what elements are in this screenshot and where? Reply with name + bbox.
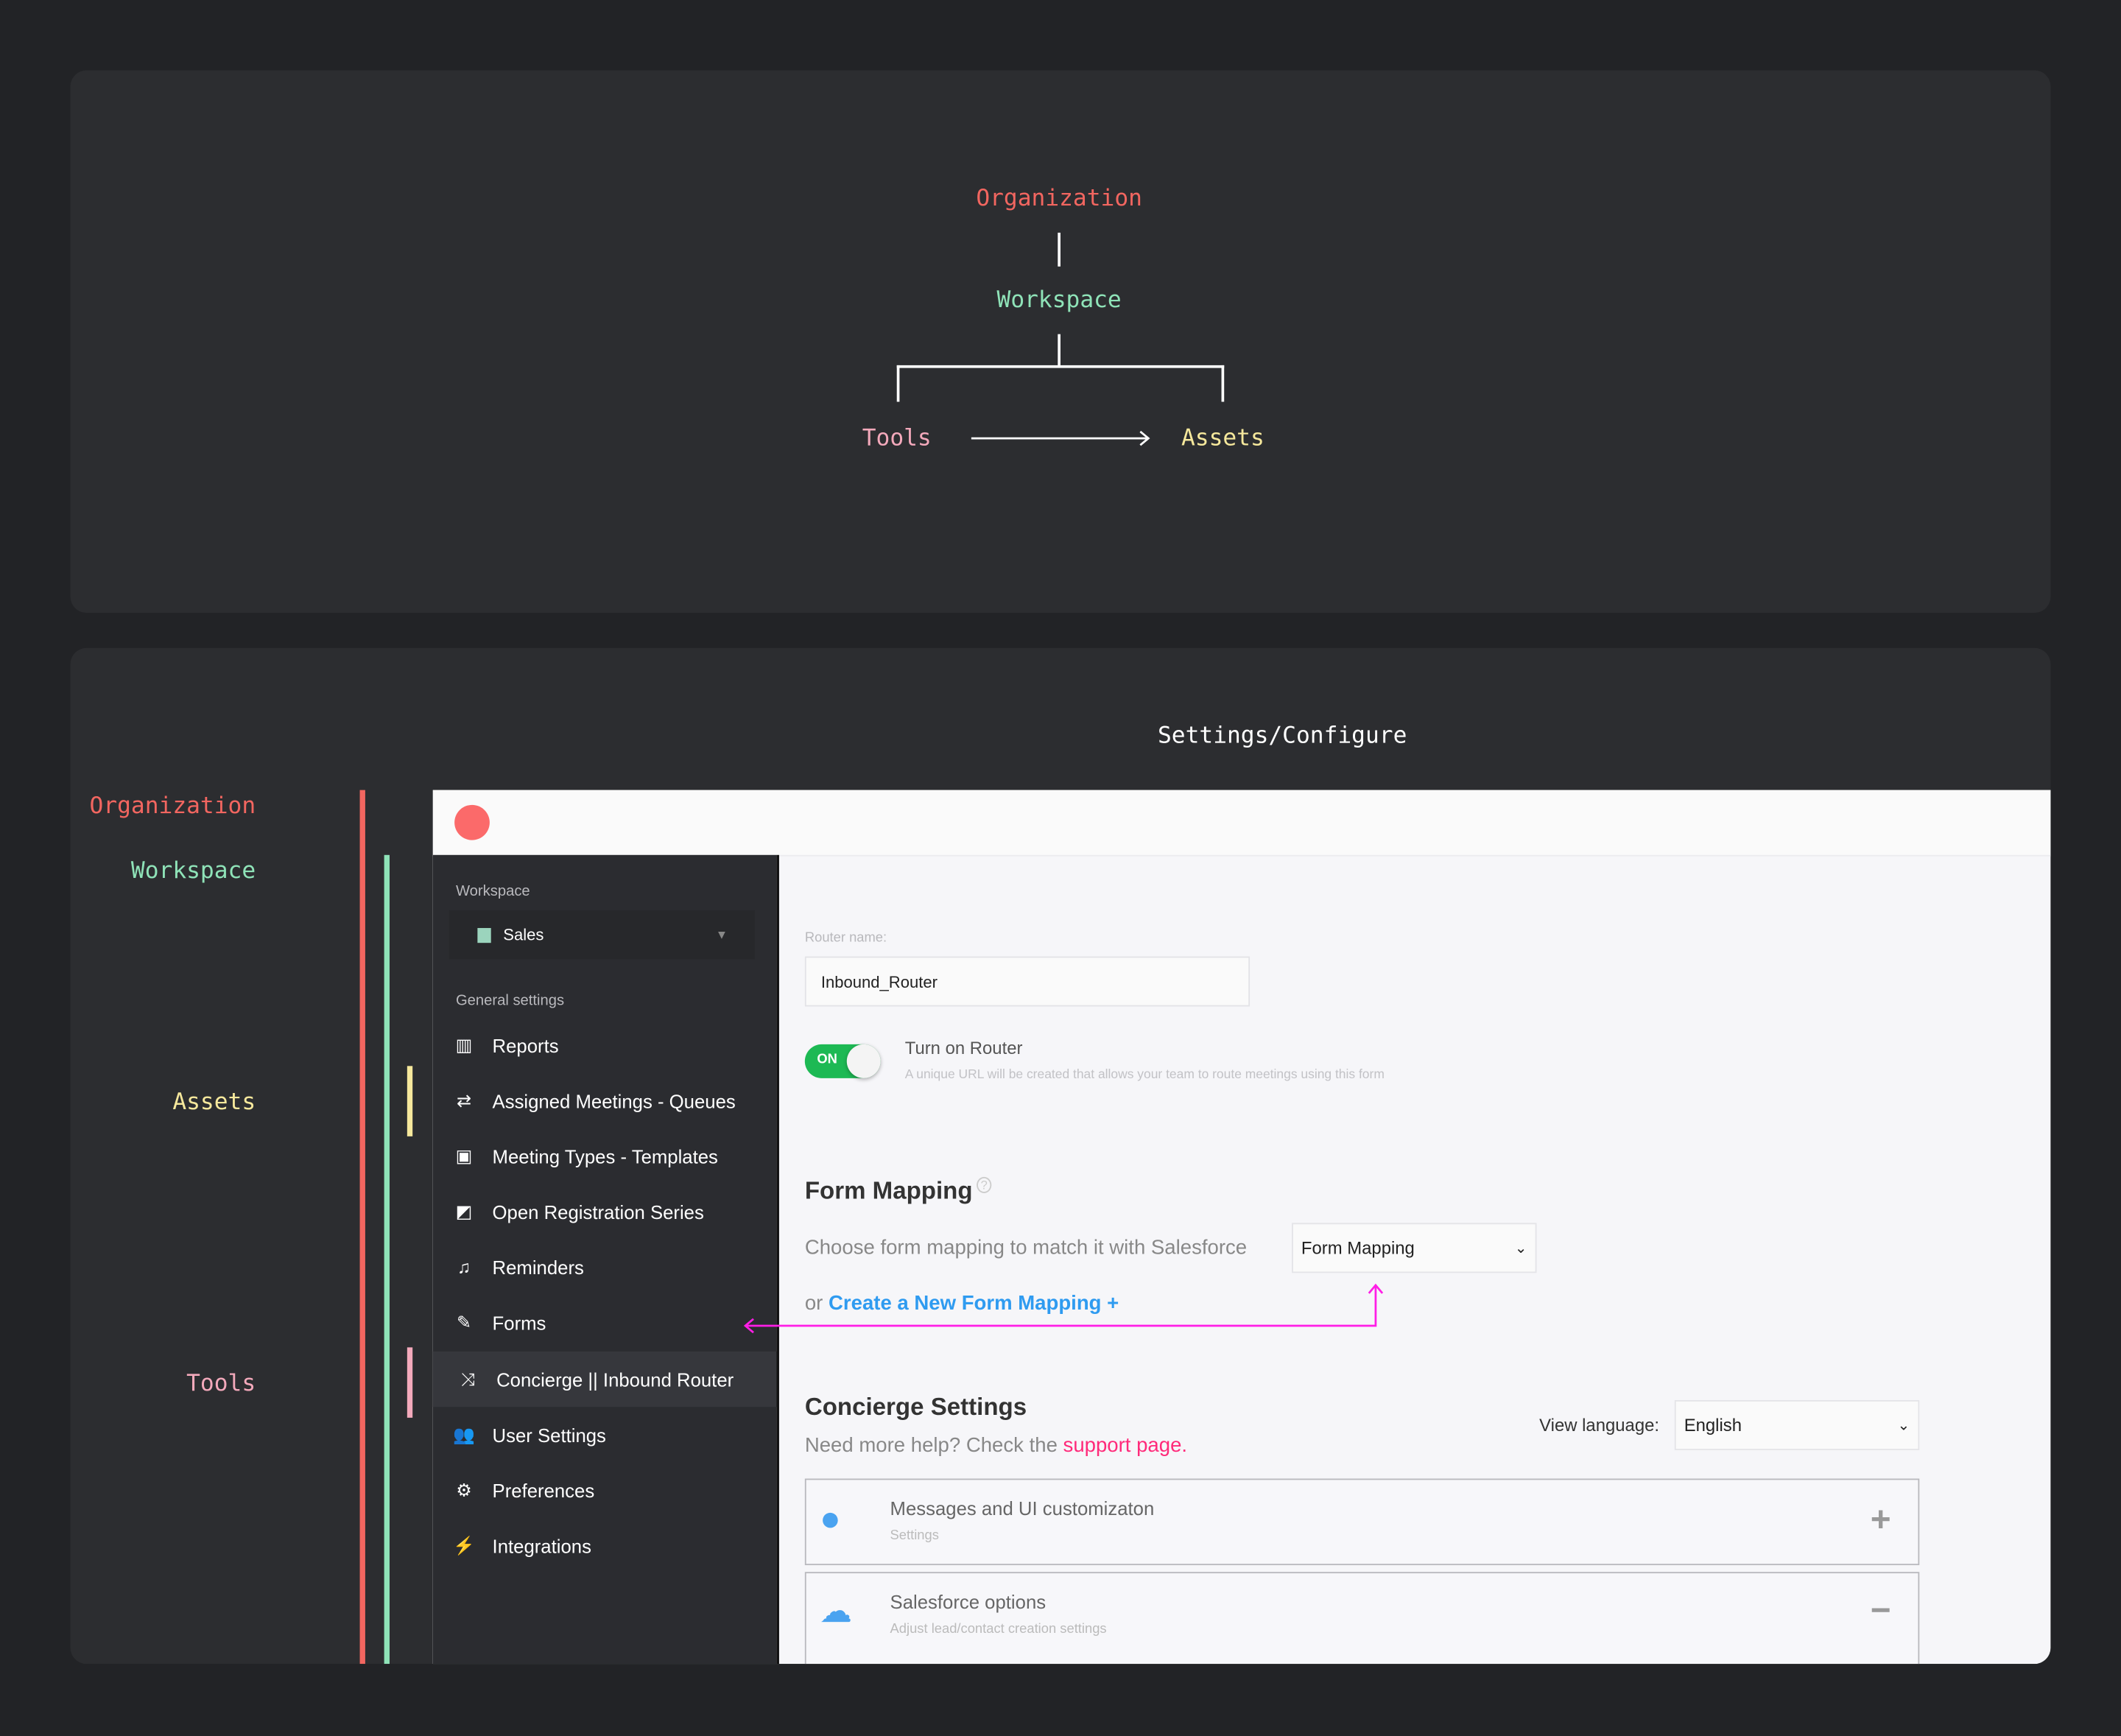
help-text: Need more help? Check the — [804, 1433, 1058, 1458]
sidebar-item-label: Concierge || Inbound Router — [496, 1368, 734, 1391]
router-name-label: Router name: — [804, 930, 887, 946]
view-language-value: English — [1684, 1415, 1742, 1435]
messages-ui-card[interactable]: ● Messages and UI customizaton Settings … — [804, 1478, 1920, 1566]
sidebar-item-user-settings[interactable]: 👥 User Settings — [433, 1407, 777, 1462]
collapse-icon[interactable]: − — [1870, 1589, 1891, 1631]
help-icon[interactable]: ? — [977, 1176, 992, 1193]
sidebar-item-label: Reports — [492, 1034, 559, 1056]
gear-icon: ⚙ — [456, 1479, 472, 1500]
toggle-help: A unique URL will be created that allows… — [904, 1067, 1385, 1083]
label-assets: Assets — [172, 1089, 256, 1117]
cloud-icon: ☁ — [820, 1593, 853, 1631]
workspace-value: Sales — [503, 925, 544, 945]
sidebar-item-label: Open Registration Series — [492, 1201, 704, 1223]
connector-assets — [1221, 365, 1225, 402]
sidebar-item-label: User Settings — [492, 1424, 606, 1446]
router-name-input[interactable]: Inbound_Router — [804, 956, 1251, 1007]
sidebar-divider — [776, 854, 779, 1665]
connector-horizontal — [896, 365, 1225, 368]
sidebar: Workspace Sales ▼ General settings ▥ Repo… — [432, 854, 777, 1665]
node-workspace: Workspace — [996, 287, 1122, 314]
hierarchy-panel: Organization Workspace Tools Assets — [70, 70, 2051, 614]
card-subtitle: Settings — [890, 1528, 939, 1544]
sidebar-item-label: Integrations — [492, 1534, 591, 1557]
view-language-label: View language: — [1539, 1415, 1660, 1435]
help-text-row: Need more help? Check the support page. — [805, 1434, 1187, 1457]
swap-arrows-icon: ⇄ — [456, 1089, 472, 1111]
sidebar-item-reminders[interactable]: ♫ Reminders — [433, 1239, 777, 1294]
connector-tools — [896, 365, 900, 402]
or-text: or — [804, 1292, 823, 1315]
connector-workspace-down — [1058, 334, 1060, 367]
label-organization: Organization — [89, 793, 256, 820]
chevron-down-icon: ⌄ — [1897, 1417, 1910, 1434]
users-icon: 👥 — [453, 1424, 476, 1444]
sidebar-item-concierge[interactable]: ⤨ Concierge || Inbound Router — [432, 1351, 777, 1408]
toggle-state-label: ON — [817, 1052, 837, 1068]
workspace-scope-bar — [384, 854, 390, 1665]
sidebar-item-integrations[interactable]: ⚡ Integrations — [433, 1518, 777, 1573]
arrow-tools-to-assets — [971, 430, 1150, 446]
external-link-icon: ◩ — [455, 1201, 473, 1221]
connector-org-workspace — [1058, 232, 1060, 267]
sidebar-item-label: Assigned Meetings - Queues — [492, 1089, 736, 1111]
router-toggle[interactable]: ON — [804, 1044, 881, 1078]
plug-icon: ⚡ — [453, 1534, 476, 1556]
settings-panel: Settings/Configure Organization Workspac… — [70, 647, 2051, 1665]
form-mapping-select[interactable]: Form Mapping ⌄ — [1292, 1223, 1537, 1273]
main-content: Router name: Inbound_Router ON Turn on R… — [778, 855, 2050, 1665]
concierge-settings-title: Concierge Settings — [804, 1393, 1027, 1421]
expand-icon[interactable]: + — [1870, 1499, 1891, 1540]
form-mapping-title-text: Form Mapping — [804, 1176, 973, 1204]
workspace-label: Workspace — [455, 883, 530, 900]
view-language-select[interactable]: English ⌄ — [1674, 1399, 1920, 1450]
sidebar-item-assigned-meetings[interactable]: ⇄ Assigned Meetings - Queues — [433, 1073, 777, 1128]
salesforce-options-card[interactable]: ☁ Salesforce options Adjust lead/contact… — [804, 1572, 1920, 1665]
node-tools: Tools — [862, 424, 932, 452]
annotation-arrow-forms-to-mapping — [743, 1283, 1384, 1334]
form-mapping-description: Choose form mapping to match it with Sal… — [804, 1236, 1248, 1259]
bell-icon: ♫ — [457, 1257, 471, 1277]
close-window-button[interactable] — [454, 804, 490, 840]
calendar-plus-icon: ▣ — [455, 1145, 473, 1166]
workspace-color-swatch — [477, 927, 491, 943]
general-settings-label: General settings — [455, 993, 565, 1010]
panel-title: Settings/Configure — [1157, 722, 1407, 750]
chevron-down-icon: ▼ — [715, 927, 728, 942]
sidebar-item-label: Meeting Types - Templates — [492, 1145, 718, 1167]
label-tools: Tools — [186, 1370, 256, 1398]
sidebar-item-label: Forms — [492, 1311, 546, 1334]
sidebar-item-meeting-types[interactable]: ▣ Meeting Types - Templates — [433, 1128, 777, 1184]
create-form-mapping-link[interactable]: Create a New Form Mapping + — [829, 1292, 1119, 1315]
assets-scope-bar — [407, 1066, 413, 1136]
toggle-knob — [846, 1044, 881, 1078]
support-page-link[interactable]: support page. — [1063, 1433, 1188, 1458]
app-window: Workspace Sales ▼ General settings ▥ Repo… — [432, 790, 2051, 1665]
workspace-dropdown[interactable]: Sales ▼ — [449, 910, 755, 960]
form-mapping-title: Form Mapping? — [804, 1176, 992, 1206]
sidebar-item-label: Reminders — [492, 1256, 584, 1278]
chevron-down-icon: ⌄ — [1514, 1240, 1527, 1257]
sidebar-item-preferences[interactable]: ⚙ Preferences — [433, 1462, 777, 1517]
tools-scope-bar — [407, 1347, 413, 1418]
label-workspace: Workspace — [130, 857, 256, 885]
form-mapping-select-value: Form Mapping — [1301, 1237, 1415, 1259]
organization-scope-bar — [359, 790, 365, 1665]
shuffle-icon: ⤨ — [460, 1368, 476, 1389]
edit-icon: ✎ — [456, 1311, 472, 1332]
bar-chart-icon: ▥ — [455, 1034, 473, 1055]
toggle-label: Turn on Router — [904, 1037, 1023, 1058]
sidebar-item-open-registration[interactable]: ◩ Open Registration Series — [433, 1184, 777, 1239]
card-subtitle: Adjust lead/contact creation settings — [890, 1622, 1107, 1637]
sidebar-item-forms[interactable]: ✎ Forms — [433, 1295, 777, 1350]
node-organization: Organization — [976, 185, 1142, 213]
sidebar-item-reports[interactable]: ▥ Reports — [433, 1017, 777, 1072]
window-titlebar — [432, 790, 2051, 857]
card-title: Messages and UI customizaton — [890, 1497, 1155, 1519]
card-title: Salesforce options — [890, 1590, 1047, 1613]
sidebar-item-label: Preferences — [492, 1479, 595, 1501]
speech-bubble-icon: ● — [820, 1497, 841, 1539]
node-assets: Assets — [1181, 424, 1264, 452]
create-mapping-row: or Create a New Form Mapping + — [805, 1292, 1119, 1315]
